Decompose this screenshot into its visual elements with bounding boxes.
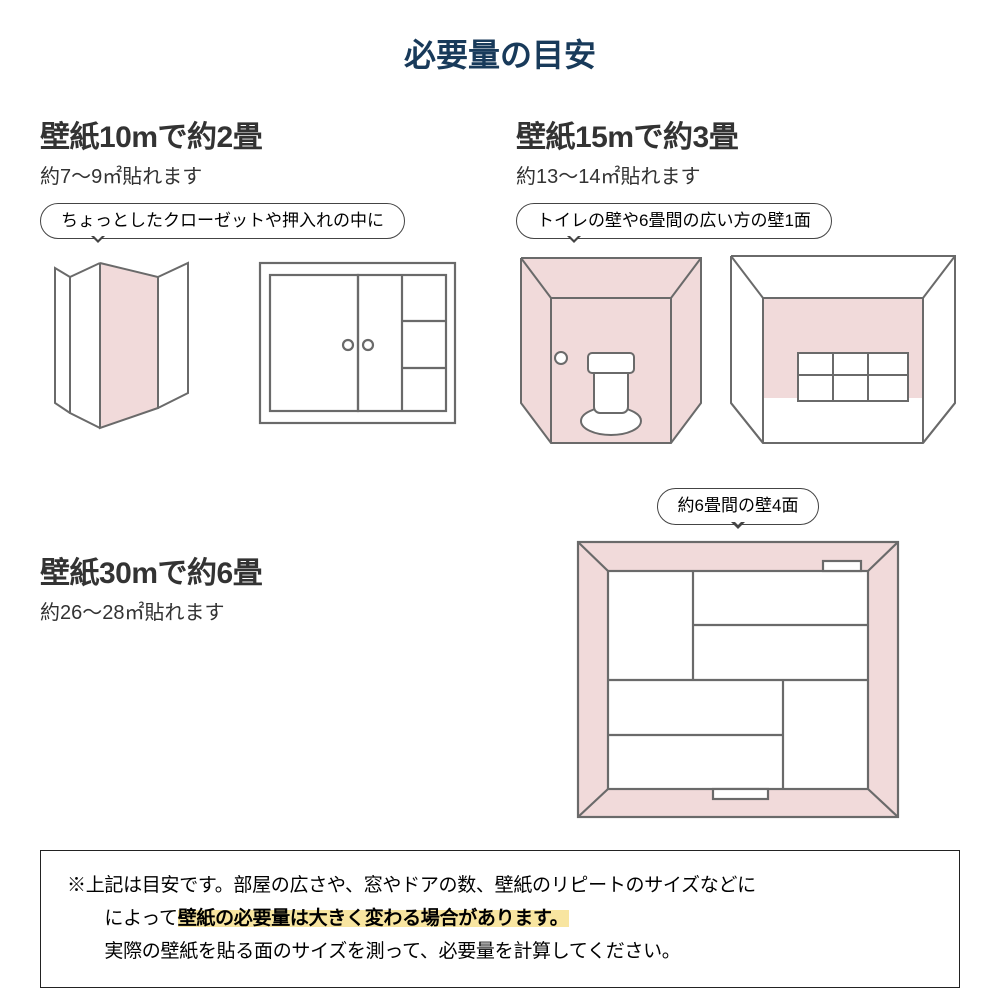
note-line-2-prefix: によって <box>67 908 178 929</box>
bubble-label: ちょっとしたクローゼットや押入れの中に <box>40 203 405 239</box>
oshiire-sketch-icon <box>252 253 462 433</box>
room-top-view-icon <box>573 537 903 822</box>
section-10m: 壁紙10mで約2畳 約7～9㎡貼れます ちょっとしたクローゼットや押入れの中に <box>40 112 484 448</box>
toilet-room-icon <box>516 253 706 448</box>
section-30m-illus: 約6畳間の壁4面 <box>516 488 960 821</box>
section-heading: 壁紙10mで約2畳 <box>40 112 484 156</box>
section-heading: 壁紙30mで約6畳 <box>40 548 484 592</box>
bubble-label: トイレの壁や6畳間の広い方の壁1面 <box>516 203 832 239</box>
note-line-3: 実際の壁紙を貼る面のサイズを測って、必要量を計算してください。 <box>67 941 681 962</box>
section-15m: 壁紙15mで約3畳 約13～14㎡貼れます トイレの壁や6畳間の広い方の壁1面 <box>516 112 960 448</box>
section-sub: 約13～14㎡貼れます <box>516 160 960 189</box>
sections-grid: 壁紙10mで約2畳 約7～9㎡貼れます ちょっとしたクローゼットや押入れの中に <box>40 112 960 822</box>
section-30m: 壁紙30mで約6畳 約26～28㎡貼れます <box>40 488 484 821</box>
room-one-wall-icon <box>728 253 958 448</box>
closet-sketch-icon <box>40 253 230 433</box>
note-box-wrap: ※上記は目安です。部屋の広さや、窓やドアの数、壁紙のリピートのサイズなどに によ… <box>40 850 960 988</box>
section-heading: 壁紙15mで約3畳 <box>516 112 960 156</box>
note-highlight: 壁紙の必要量は大きく変わる場合があります。 <box>178 908 569 929</box>
bubble-label: 約6畳間の壁4面 <box>657 488 820 524</box>
section-sub: 約26～28㎡貼れます <box>40 596 484 625</box>
page-title: 必要量の目安 <box>40 30 960 76</box>
section-sub: 約7～9㎡貼れます <box>40 160 484 189</box>
note-line-1: ※上記は目安です。部屋の広さや、窓やドアの数、壁紙のリピートのサイズなどに <box>67 875 756 896</box>
note-box: ※上記は目安です。部屋の広さや、窓やドアの数、壁紙のリピートのサイズなどに によ… <box>40 850 960 988</box>
